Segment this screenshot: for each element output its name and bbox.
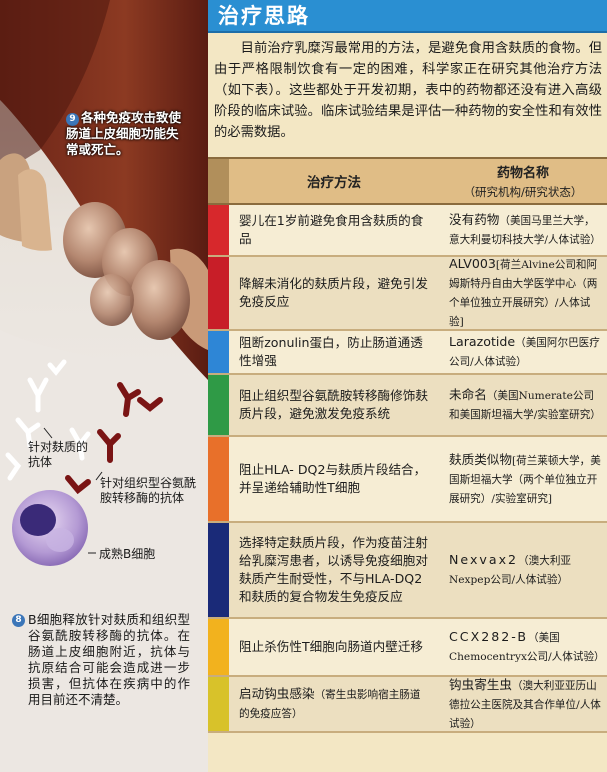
row-drug-name: 没有药物: [449, 212, 500, 227]
note-8-text: B细胞释放针对麸质和组织型谷氨酰胺转移酶的抗体。在肠道上皮细胞附近，抗体与抗原结…: [28, 612, 190, 707]
row-method-text: 阻断zonulin蛋白，防止肠道通透性增强: [239, 335, 423, 368]
illustration-panel: 9 各种免疫攻击致使肠道上皮细胞功能失常或死亡。 针对麸质的抗体 针对组织型谷氨酰…: [0, 0, 208, 772]
row-drug-name: ALV003: [449, 256, 496, 271]
col-header-drug-label: 药物名称: [496, 166, 549, 181]
row-drug-name: 钩虫寄生虫: [449, 676, 512, 692]
row-drug-note: （美国马里兰大学，意大利曼切科技大学/人体试验）: [449, 215, 601, 246]
table-row: 降解未消化的麸质片段，避免引发免疫反应 ALV003[荷兰Alvine公司和阿姆斯…: [208, 256, 607, 331]
row-color-stripe: [208, 619, 229, 675]
step-9-badge: 9: [66, 113, 79, 126]
row-drug: 没有药物（美国马里兰大学，意大利曼切科技大学/人体试验）: [439, 205, 607, 255]
row-drug: 未命名（美国Numerate公司和美国斯坦福大学/实验室研究）: [439, 375, 607, 435]
table-header: 治疗方法 药物名称 （研究机构/研究状态）: [208, 157, 607, 205]
note-9-text: 各种免疫攻击致使肠道上皮细胞功能失常或死亡。: [66, 110, 182, 157]
step-8-badge: 8: [12, 614, 25, 627]
table-row: 启动钩虫感染（寄生虫影响宿主肠道的免疫应答） 钩虫寄生虫（澳大利亚亚历山德拉公主医…: [208, 677, 607, 733]
table-body: 婴儿在1岁前避免食用含麸质的食品 没有药物（美国马里兰大学，意大利曼切科技大学/人…: [208, 205, 607, 733]
row-drug: Larazotide（美国阿尔巴医疗公司/人体试验）: [439, 331, 607, 373]
intestine-illustration: [0, 0, 208, 772]
row-drug-name: Nexvax2: [449, 552, 519, 567]
row-drug-name: CCX282-B: [449, 629, 528, 644]
row-drug-note: [荷兰莱顿大学，美国斯坦福大学（两个单位独立开展研究）/实验室研究]: [449, 454, 601, 505]
row-drug-note: [荷兰Alvine公司和阿姆斯特丹自由大学医学中心（两个单位独立开展研究）/人体…: [449, 259, 598, 328]
row-color-stripe: [208, 375, 229, 435]
row-drug-note: （美国Chemocentryx公司/人体试验）: [449, 632, 605, 663]
row-method: 阻止组织型谷氨酰胺转移酶修饰麸质片段，避免激发免疫系统: [229, 375, 439, 435]
row-method-text: 启动钩虫感染: [239, 686, 315, 701]
row-color-stripe: [208, 437, 229, 521]
row-method: 选择特定麸质片段，作为疫苗注射给乳糜泻患者，以诱导免疫细胞对麸质产生耐受性，不与…: [229, 523, 439, 617]
row-drug: ALV003[荷兰Alvine公司和阿姆斯特丹自由大学医学中心（两个单位独立开展…: [439, 256, 607, 329]
note-8: 8 B细胞释放针对麸质和组织型谷氨酰胺转移酶的抗体。在肠道上皮细胞附近，抗体与抗原…: [12, 612, 190, 708]
col-header-drug: 药物名称 （研究机构/研究状态）: [439, 159, 607, 203]
label-b-cell: 成熟B细胞: [99, 547, 156, 561]
row-color-stripe: [208, 257, 229, 329]
row-method-text: 选择特定麸质片段，作为疫苗注射给乳糜泻患者，以诱导免疫细胞对麸质产生耐受性，不与…: [239, 535, 428, 604]
table-row: 选择特定麸质片段，作为疫苗注射给乳糜泻患者，以诱导免疫细胞对麸质产生耐受性，不与…: [208, 523, 607, 619]
row-method: 阻断zonulin蛋白，防止肠道通透性增强: [229, 331, 439, 373]
row-method: 启动钩虫感染（寄生虫影响宿主肠道的免疫应答）: [229, 677, 439, 731]
table-row: 婴儿在1岁前避免食用含麸质的食品 没有药物（美国马里兰大学，意大利曼切科技大学/人…: [208, 205, 607, 257]
row-drug-name: Larazotide: [449, 334, 516, 349]
page-title: 治疗思路: [218, 4, 310, 28]
label-gluten-antibody: 针对麸质的抗体: [28, 440, 89, 469]
row-drug-note: （美国阿尔巴医疗公司/人体试验）: [449, 337, 600, 368]
row-drug-name: 麸质类似物: [449, 451, 512, 467]
title-bar: 治疗思路: [208, 0, 607, 33]
table-row: 阻止HLA- DQ2与麸质片段结合，并呈递给辅助性T细胞 麸质类似物[荷兰莱顿大学…: [208, 437, 607, 523]
row-drug: 麸质类似物[荷兰莱顿大学，美国斯坦福大学（两个单位独立开展研究）/实验室研究]: [439, 437, 607, 521]
row-method-text: 降解未消化的麸质片段，避免引发免疫反应: [239, 276, 428, 309]
row-drug-note: （澳大利亚Nexpep公司/人体试验）: [449, 555, 572, 586]
row-method: 阻止HLA- DQ2与麸质片段结合，并呈递给辅助性T细胞: [229, 437, 439, 521]
row-drug: Nexvax2（澳大利亚Nexpep公司/人体试验）: [439, 523, 607, 617]
row-method: 阻止杀伤性T细胞向肠道内壁迁移: [229, 619, 439, 675]
row-method-text: 婴儿在1岁前避免食用含麸质的食品: [239, 213, 424, 246]
label-ttg-antibody: 针对组织型谷氨酰胺转移酶的抗体: [100, 476, 197, 505]
therapy-table: 治疗方法 药物名称 （研究机构/研究状态） 婴儿在1岁前避免食用含麸质的食品 没有…: [208, 157, 607, 733]
row-color-stripe: [208, 331, 229, 373]
row-color-stripe: [208, 205, 229, 255]
row-drug-name: 未命名: [449, 387, 487, 402]
table-row: 阻断zonulin蛋白，防止肠道通透性增强 Larazotide（美国阿尔巴医疗公…: [208, 331, 607, 375]
note-9: 9 各种免疫攻击致使肠道上皮细胞功能失常或死亡。: [66, 110, 190, 158]
row-method: 婴儿在1岁前避免食用含麸质的食品: [229, 205, 439, 255]
header-stripe: [208, 159, 229, 203]
row-color-stripe: [208, 677, 229, 731]
table-row: 阻止组织型谷氨酰胺转移酶修饰麸质片段，避免激发免疫系统 未命名（美国Numerat…: [208, 375, 607, 437]
row-drug-note: （美国Numerate公司和美国斯坦福大学/实验室研究）: [449, 390, 601, 421]
row-method: 降解未消化的麸质片段，避免引发免疫反应: [229, 257, 439, 329]
row-method-text: 阻止组织型谷氨酰胺转移酶修饰麸质片段，避免激发免疫系统: [239, 388, 428, 421]
row-drug-note: （澳大利亚亚历山德拉公主医院及其合作单位/人体试验）: [449, 679, 601, 730]
col-header-method: 治疗方法: [307, 175, 361, 191]
row-method-text: 阻止杀伤性T细胞向肠道内壁迁移: [239, 639, 424, 654]
table-row: 阻止杀伤性T细胞向肠道内壁迁移 CCX282-B（美国Chemocentryx公司…: [208, 619, 607, 677]
intro-paragraph: 目前治疗乳糜泻最常用的方法，是避免食用含麸质的食物。但由于严格限制饮食有一定的困…: [214, 41, 602, 140]
row-method-text: 阻止HLA- DQ2与麸质片段结合，并呈递给辅助性T细胞: [239, 462, 427, 495]
row-method-note: （寄生虫影响宿主肠道的免疫应答）: [239, 689, 421, 720]
row-drug: CCX282-B（美国Chemocentryx公司/人体试验）: [439, 619, 607, 675]
row-color-stripe: [208, 523, 229, 617]
col-header-drug-sub: （研究机构/研究状态）: [463, 185, 583, 199]
row-drug: 钩虫寄生虫（澳大利亚亚历山德拉公主医院及其合作单位/人体试验）: [439, 677, 607, 731]
